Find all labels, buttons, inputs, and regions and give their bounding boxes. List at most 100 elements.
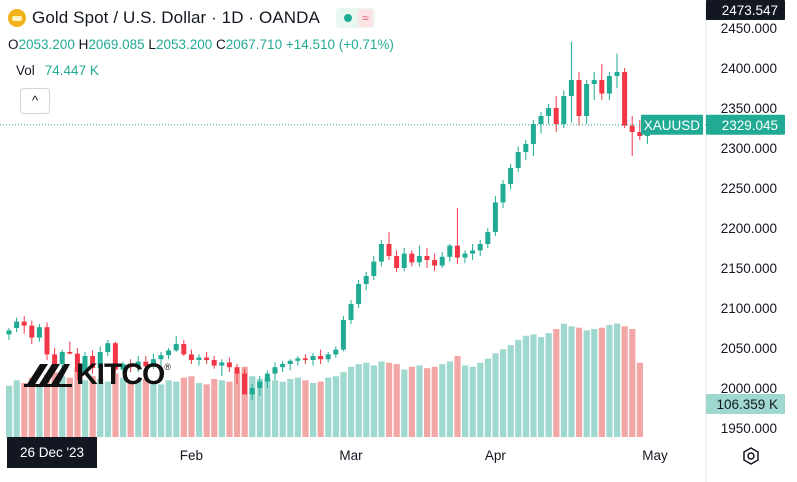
volume-bar [408,366,415,437]
volume-bar [302,380,309,437]
volume-bar [310,383,317,437]
candle [211,356,217,369]
svg-text:XAUUSD: XAUUSD [644,118,701,133]
volume-bar [439,364,446,437]
volume-bar [469,366,476,437]
chart-header: Gold Spot / U.S. Dollar · 1D · OANDA ≈ [8,8,375,28]
candle [150,353,156,369]
candle [234,364,240,384]
volume-bar [165,380,172,437]
time-tick-label: Feb [180,448,203,463]
candle [454,208,460,264]
candle [432,253,438,272]
candle [264,370,270,388]
volume-bar [378,361,385,437]
candle [508,164,514,190]
candle [97,346,103,372]
volume-bar [180,377,187,437]
candle [181,340,187,356]
candle [409,250,415,267]
candle [219,359,225,376]
price-tick-label: 2250.000 [721,181,777,196]
volume-bar [500,349,507,437]
candle [143,356,149,371]
volume-bar [127,383,134,437]
volume-bar [393,364,400,437]
volume-bar [13,380,20,437]
volume-bar [150,381,157,437]
candle [105,340,111,356]
candle [591,72,597,100]
volume-bar [272,380,279,437]
volume-bar [287,378,294,437]
candle [530,120,536,156]
market-open-icon [343,14,352,22]
candle [242,368,248,395]
market-status-badge[interactable]: ≈ [335,8,375,28]
volume-bar [484,358,491,437]
candle [363,272,369,291]
change-value: +14.510 (+0.71%) [285,37,394,52]
candle [599,64,605,100]
candle [378,240,384,267]
gold-symbol-icon [8,9,26,27]
candle [515,146,521,172]
volume-bar [59,376,66,437]
symbol-title[interactable]: Gold Spot / U.S. Dollar · 1D · OANDA [32,8,320,27]
registered-mark: ® [164,362,171,372]
volume-bar [120,377,127,437]
candle [485,228,491,248]
candle [629,116,635,156]
kitco-logo-icon [24,364,72,387]
candle [371,256,377,280]
volume-bar [142,378,149,437]
candle [333,346,339,358]
time-tick-label: Mar [339,448,363,463]
volume-bar [264,377,271,437]
volume-bar [325,377,332,437]
ohlc-legend: O2053.200 H2069.085 L2053.200 C2067.710 … [8,37,394,52]
volume-bar [446,361,453,437]
candle [166,348,172,360]
volume-bar [606,324,613,437]
volume-bar [196,383,203,437]
price-tick-label: 2200.000 [721,221,777,236]
volume-bar [97,378,104,437]
candle [538,112,544,134]
volume-bar [560,323,567,437]
volume-bar [135,380,142,437]
volume-bar [89,376,96,437]
time-axis: Feb Mar Apr May [180,448,668,463]
price-axis: 2450.000 2400.000 2350.000 2300.000 2250.000… [721,21,777,436]
volume-bar [591,329,598,437]
time-tick-label: Apr [485,448,507,463]
volume-bar [348,366,355,437]
volume-bar [158,384,165,437]
volume-bar [477,362,484,437]
candle [553,96,559,132]
volume-bar [256,378,263,437]
volume-bar [621,326,628,437]
volume-bar [279,381,286,437]
candle [67,341,73,355]
volume-bar [66,377,73,437]
candle [74,348,80,380]
volume-bar [332,376,339,437]
volume-bar [203,384,210,437]
svg-text:106.359 K: 106.359 K [716,397,778,412]
volume-bar [317,381,324,437]
candle [576,72,582,126]
candle [401,248,407,272]
candle [112,341,118,374]
svg-text:2473.547: 2473.547 [722,3,778,18]
volume-bar [44,374,51,437]
candle [36,324,42,342]
volume-bar [112,373,119,437]
crosshair-date-label: 26 Dec '23 [7,437,97,468]
candle [204,352,210,364]
collapse-legend-button[interactable]: ^ [20,88,50,114]
volume-bar [370,365,377,437]
chart-settings-icon[interactable] [741,446,761,466]
price-tick-label: 2150.000 [721,261,777,276]
